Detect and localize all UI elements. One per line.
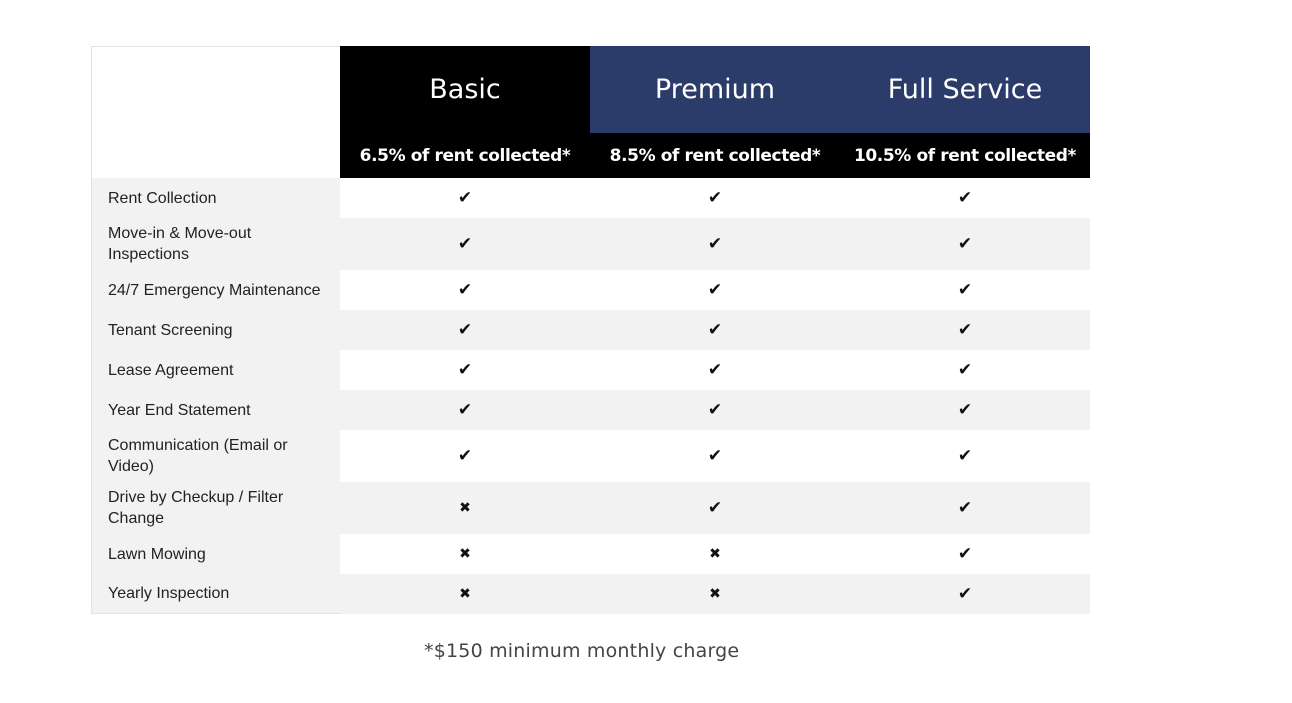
feature-cell: ✔: [840, 350, 1090, 390]
feature-cell: ✔: [590, 178, 840, 218]
feature-label: 24/7 Emergency Maintenance: [91, 270, 340, 310]
feature-cell: ✔: [840, 534, 1090, 574]
table-row: Tenant Screening ✔ ✔ ✔: [91, 310, 1091, 350]
feature-cell: ✖: [340, 534, 590, 574]
feature-cell: ✔: [840, 574, 1090, 614]
feature-cell: ✔: [840, 178, 1090, 218]
feature-label: Yearly Inspection: [91, 574, 340, 614]
plan-premium: Premium 8.5% of rent collected*: [590, 46, 840, 178]
feature-cell: ✖: [590, 534, 840, 574]
check-icon: ✔: [457, 280, 473, 300]
check-icon: ✔: [457, 446, 473, 466]
feature-label: Lease Agreement: [91, 350, 340, 390]
plan-price-full-service: 10.5% of rent collected*: [840, 133, 1090, 178]
check-icon: ✔: [957, 584, 973, 604]
feature-cell: ✔: [340, 430, 590, 482]
feature-cell: ✔: [840, 390, 1090, 430]
check-icon: ✔: [957, 360, 973, 380]
table-row: Lawn Mowing ✖ ✖ ✔: [91, 534, 1091, 574]
feature-cell: ✔: [840, 270, 1090, 310]
feature-cell: ✖: [340, 574, 590, 614]
feature-cell: ✔: [590, 218, 840, 270]
check-icon: ✔: [707, 280, 723, 300]
feature-cell: ✔: [590, 390, 840, 430]
feature-cell: ✔: [340, 270, 590, 310]
feature-label: Year End Statement: [91, 390, 340, 430]
feature-cell: ✔: [340, 178, 590, 218]
plan-price-premium: 8.5% of rent collected*: [590, 133, 840, 178]
feature-cell: ✔: [840, 218, 1090, 270]
check-icon: ✔: [707, 400, 723, 420]
header-corner: [91, 46, 340, 178]
check-icon: ✔: [957, 400, 973, 420]
feature-cell: ✔: [590, 482, 840, 534]
feature-cell: ✔: [340, 350, 590, 390]
table-row: Lease Agreement ✔ ✔ ✔: [91, 350, 1091, 390]
feature-cell: ✔: [340, 218, 590, 270]
check-icon: ✔: [457, 234, 473, 254]
check-icon: ✔: [457, 400, 473, 420]
table-row: Year End Statement ✔ ✔ ✔: [91, 390, 1091, 430]
feature-cell: ✔: [590, 430, 840, 482]
footnote: *$150 minimum monthly charge: [424, 640, 740, 662]
check-icon: ✔: [707, 446, 723, 466]
pricing-table: Basic 6.5% of rent collected* Premium 8.…: [91, 46, 1091, 614]
feature-label: Move-in & Move-out Inspections: [91, 218, 340, 270]
feature-label: Communication (Email or Video): [91, 430, 340, 482]
table-row: Move-in & Move-out Inspections ✔ ✔ ✔: [91, 218, 1091, 270]
feature-cell: ✖: [340, 482, 590, 534]
check-icon: ✔: [957, 498, 973, 518]
cross-icon: ✖: [709, 546, 721, 562]
feature-cell: ✔: [340, 390, 590, 430]
table-row: Drive by Checkup / Filter Change ✖ ✔ ✔: [91, 482, 1091, 534]
feature-label: Lawn Mowing: [91, 534, 340, 574]
cross-icon: ✖: [459, 586, 471, 602]
feature-cell: ✔: [590, 270, 840, 310]
feature-cell: ✔: [590, 350, 840, 390]
plan-name-premium: Premium: [590, 46, 840, 133]
table-row: Rent Collection ✔ ✔ ✔: [91, 178, 1091, 218]
check-icon: ✔: [957, 280, 973, 300]
check-icon: ✔: [957, 544, 973, 564]
check-icon: ✔: [707, 360, 723, 380]
feature-label: Rent Collection: [91, 178, 340, 218]
table-row: 24/7 Emergency Maintenance ✔ ✔ ✔: [91, 270, 1091, 310]
feature-cell: ✔: [340, 310, 590, 350]
check-icon: ✔: [707, 188, 723, 208]
plan-name-basic: Basic: [340, 46, 590, 133]
check-icon: ✔: [707, 234, 723, 254]
check-icon: ✔: [707, 320, 723, 340]
plan-full-service: Full Service 10.5% of rent collected*: [840, 46, 1090, 178]
plan-name-full-service: Full Service: [840, 46, 1090, 133]
check-icon: ✔: [457, 360, 473, 380]
feature-label: Tenant Screening: [91, 310, 340, 350]
plan-price-basic: 6.5% of rent collected*: [340, 133, 590, 178]
check-icon: ✔: [457, 320, 473, 340]
plan-basic: Basic 6.5% of rent collected*: [340, 46, 590, 178]
check-icon: ✔: [707, 498, 723, 518]
check-icon: ✔: [957, 188, 973, 208]
feature-rows: Rent Collection ✔ ✔ ✔ Move-in & Move-out Ins…: [91, 178, 1091, 614]
feature-label: Drive by Checkup / Filter Change: [91, 482, 340, 534]
feature-cell: ✖: [590, 574, 840, 614]
check-icon: ✔: [957, 234, 973, 254]
feature-cell: ✔: [840, 482, 1090, 534]
feature-cell: ✔: [840, 430, 1090, 482]
check-icon: ✔: [957, 446, 973, 466]
cross-icon: ✖: [459, 500, 471, 516]
table-row: Yearly Inspection ✖ ✖ ✔: [91, 574, 1091, 614]
pricing-header: Basic 6.5% of rent collected* Premium 8.…: [91, 46, 1091, 178]
cross-icon: ✖: [709, 586, 721, 602]
feature-cell: ✔: [840, 310, 1090, 350]
check-icon: ✔: [957, 320, 973, 340]
check-icon: ✔: [457, 188, 473, 208]
feature-cell: ✔: [590, 310, 840, 350]
cross-icon: ✖: [459, 546, 471, 562]
table-row: Communication (Email or Video) ✔ ✔ ✔: [91, 430, 1091, 482]
